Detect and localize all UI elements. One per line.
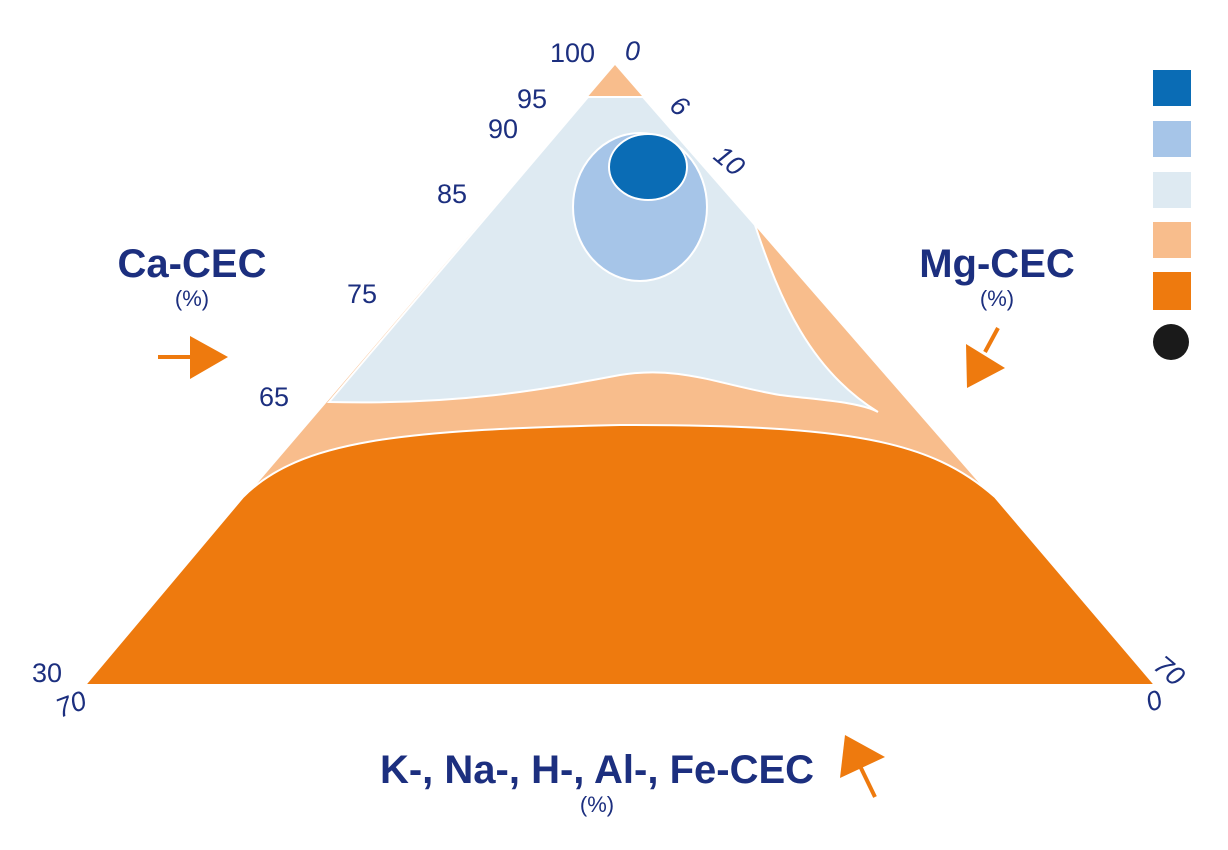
axis-unit: (%)	[980, 286, 1014, 311]
legend-swatch	[1153, 70, 1191, 106]
orange-zone	[82, 423, 1158, 686]
axis-title: Mg-CEC	[919, 242, 1075, 286]
legend-swatch	[1153, 121, 1191, 157]
tick-label: 90	[488, 114, 518, 144]
axis-title: Ca-CEC	[118, 242, 267, 286]
tick-label: 10	[708, 140, 750, 182]
legend-swatch	[1153, 222, 1191, 258]
arrow-head	[840, 735, 885, 778]
axis-unit: (%)	[580, 792, 614, 817]
arrow-head	[966, 344, 1005, 388]
tick-label: 75	[347, 279, 377, 309]
legend	[1153, 70, 1191, 360]
tick-label: 70	[52, 685, 90, 723]
legend-marker	[1153, 324, 1189, 360]
tick-label: 65	[259, 382, 289, 412]
tick-label: 95	[517, 84, 547, 114]
tick-label: 6	[664, 90, 696, 123]
tick-label: 30	[32, 658, 62, 688]
arrow-head	[190, 336, 228, 379]
arrow-shaft	[983, 327, 1000, 353]
tick-label: 0	[625, 36, 640, 66]
axis-unit: (%)	[175, 286, 209, 311]
arrows	[158, 327, 1005, 798]
axis-title: K-, Na-, H-, Al-, Fe-CEC	[380, 748, 814, 792]
legend-swatch	[1153, 172, 1191, 208]
legend-swatch	[1153, 272, 1191, 310]
tick-label: 85	[437, 179, 467, 209]
arrow-shaft	[858, 765, 877, 798]
dark-blue-zone	[608, 133, 688, 201]
tick-label: 100	[550, 38, 595, 68]
tick-label: 0	[1142, 684, 1166, 717]
